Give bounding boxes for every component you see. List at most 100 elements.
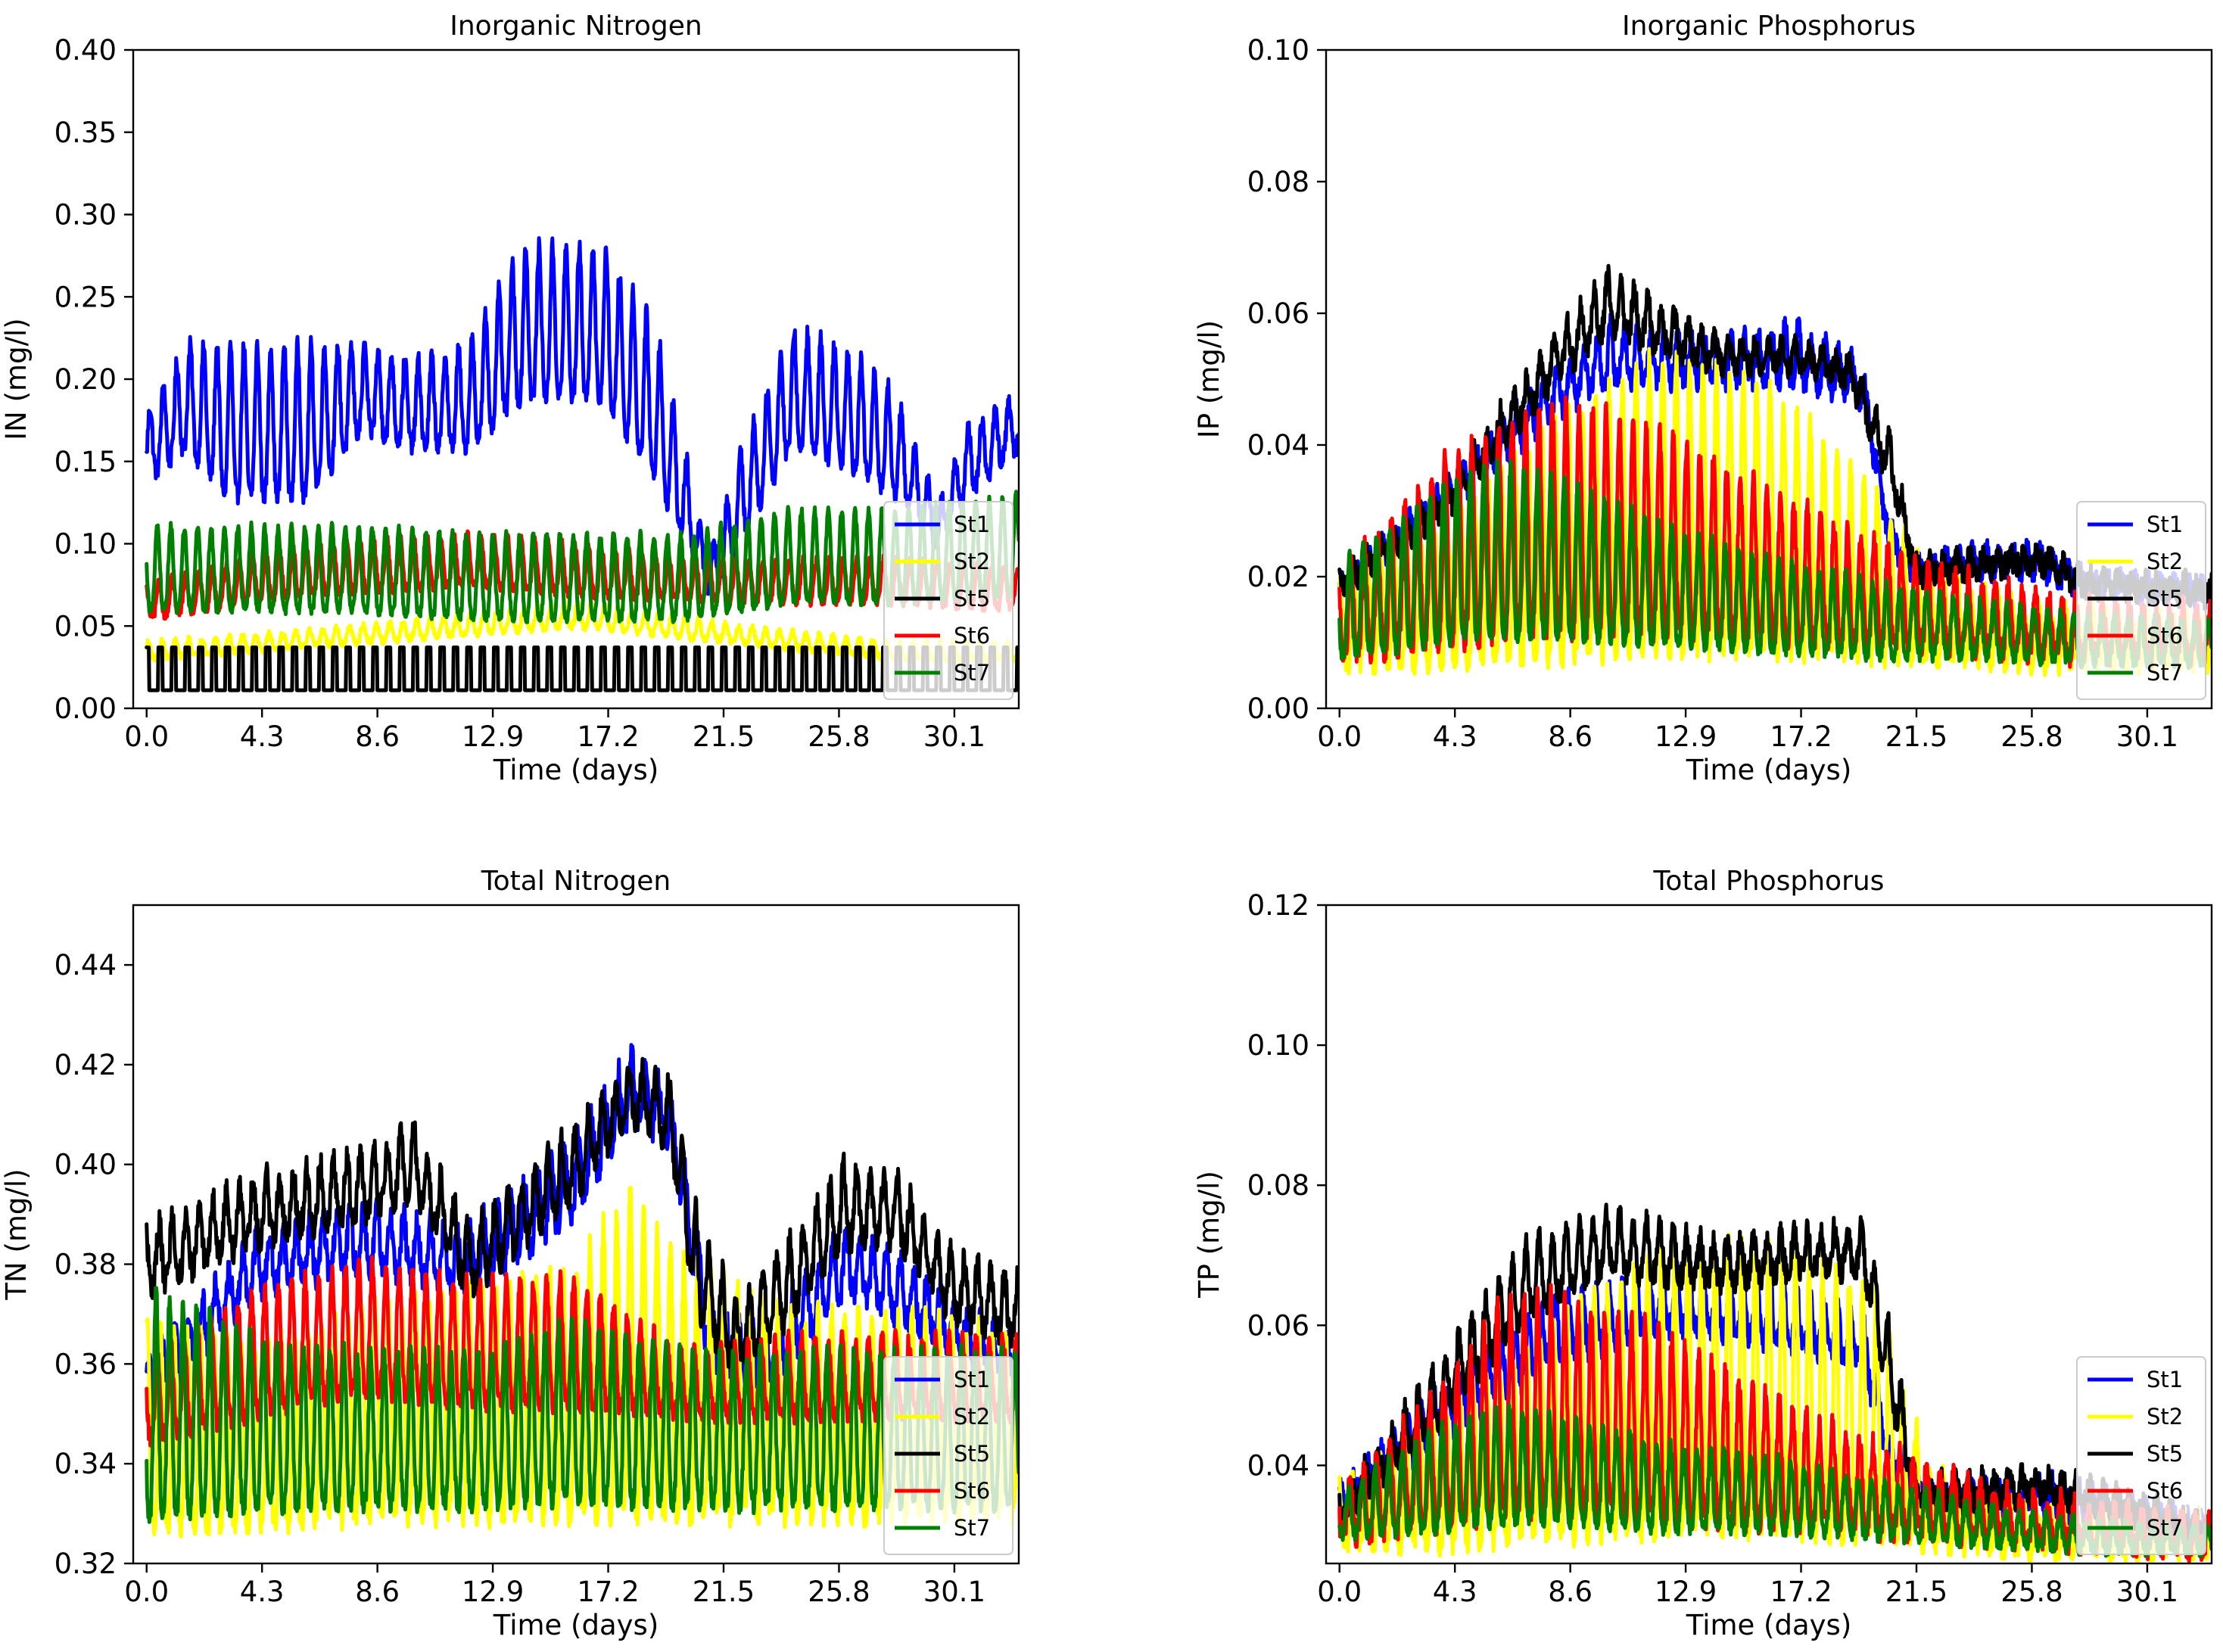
legend-label-st6: St6 <box>954 1478 990 1504</box>
chart-title: Total Phosphorus <box>1653 866 1885 897</box>
x-tick-label: 25.8 <box>808 720 870 753</box>
x-tick-label: 0.0 <box>124 1576 169 1608</box>
y-tick-label: 0.08 <box>1247 166 1309 198</box>
series-st7-line <box>1337 458 2212 670</box>
x-axis-label: Time (days) <box>493 1609 659 1641</box>
x-tick-label: 8.6 <box>355 1576 400 1608</box>
legend-label-st5: St5 <box>954 1441 990 1467</box>
y-axis-label: IN (mg/l) <box>0 318 33 440</box>
x-tick-label: 0.0 <box>1317 1576 1362 1608</box>
series-group <box>1337 263 2212 677</box>
legend-label-st2: St2 <box>2147 1404 2183 1430</box>
y-tick-label: 0.00 <box>1247 692 1309 725</box>
series-st1-line <box>145 236 1019 596</box>
legend-label-st1: St1 <box>954 512 990 537</box>
plot-frame <box>132 904 1020 1565</box>
legend-label-st5: St5 <box>954 586 990 611</box>
x-tick-label: 12.9 <box>462 1576 524 1608</box>
x-tick-label: 8.6 <box>1548 1576 1593 1608</box>
y-tick-label: 0.20 <box>54 363 117 396</box>
x-tick-label: 17.2 <box>1770 720 1832 753</box>
legend: St1 St2 St5 St6 St7 <box>2076 1356 2206 1555</box>
series-group <box>1337 1202 2212 1563</box>
x-tick-label: 21.5 <box>693 720 755 753</box>
series-st5-line <box>145 646 1019 692</box>
x-tick-label: 17.2 <box>577 1576 639 1608</box>
series-st2-line <box>145 598 1019 664</box>
legend-label-st2: St2 <box>954 549 990 574</box>
y-tick-label: 0.10 <box>1247 34 1309 67</box>
series-st1-line <box>145 1043 1019 1420</box>
y-axis-label: IP (mg/l) <box>1193 320 1225 438</box>
y-tick-label: 0.02 <box>1247 561 1309 593</box>
x-tick-label: 30.1 <box>923 1576 985 1608</box>
y-tick-label: 0.06 <box>1247 297 1309 330</box>
series-st7-line <box>145 1286 1019 1524</box>
panel-3: 0.0 4.3 8.6 12.9 17.2 21.5 25.8 30.1 0.32 0.34 0.3… <box>0 866 1020 1641</box>
x-tick-label: 12.9 <box>1655 1576 1717 1608</box>
legend-box <box>2076 1356 2206 1555</box>
series-group <box>145 1043 1019 1538</box>
x-tick-label: 4.3 <box>1433 720 1477 753</box>
y-tick-label: 0.44 <box>54 949 117 982</box>
x-tick-label: 4.3 <box>240 720 285 753</box>
series-st7-line <box>1337 1403 2212 1559</box>
x-tick-label: 30.1 <box>2116 1576 2178 1608</box>
y-axis-label: TN (mg/l) <box>0 1168 33 1300</box>
y-tick-label: 0.05 <box>54 610 117 642</box>
x-tick-label: 4.3 <box>240 1576 285 1608</box>
legend-label-st1: St1 <box>2147 1367 2183 1392</box>
y-tick-label: 0.30 <box>54 199 117 232</box>
y-tick-label: 0.10 <box>1247 1029 1309 1062</box>
legend-label-st6: St6 <box>2147 623 2183 649</box>
y-tick-label: 0.35 <box>54 117 117 149</box>
series-st5-line <box>1337 1202 2212 1545</box>
x-tick-label: 8.6 <box>1548 720 1593 753</box>
y-tick-label: 0.15 <box>54 446 117 478</box>
y-tick-label: 0.32 <box>54 1548 117 1580</box>
x-tick-label: 25.8 <box>808 1576 870 1608</box>
series-st5-line <box>145 1056 1019 1369</box>
y-tick-label: 0.25 <box>54 281 117 313</box>
legend-label-st2: St2 <box>2147 549 2183 574</box>
x-tick-label: 0.0 <box>124 720 169 753</box>
legend-label-st7: St7 <box>2147 1515 2183 1541</box>
legend-box <box>883 1356 1013 1555</box>
chart-title: Inorganic Nitrogen <box>450 11 702 42</box>
x-tick-label: 21.5 <box>1885 1576 1947 1608</box>
x-tick-label: 8.6 <box>355 720 400 753</box>
y-axis-label: TP (mg/l) <box>1193 1171 1225 1299</box>
legend-box <box>883 501 1013 700</box>
y-tick-label: 0.00 <box>54 692 117 725</box>
x-tick-label: 17.2 <box>1770 1576 1832 1608</box>
panel-2: 0.0 4.3 8.6 12.9 17.2 21.5 25.8 30.1 0.00 0.02 0.0… <box>1193 11 2213 786</box>
plot-frame <box>1325 904 2213 1565</box>
series-group <box>145 236 1019 692</box>
x-tick-label: 21.5 <box>693 1576 755 1608</box>
chart-title: Total Nitrogen <box>481 866 671 897</box>
y-tick-label: 0.40 <box>54 34 117 67</box>
x-tick-label: 12.9 <box>1655 720 1717 753</box>
x-tick-label: 0.0 <box>1317 720 1362 753</box>
legend-label-st6: St6 <box>2147 1478 2183 1504</box>
legend-label-st5: St5 <box>2147 1441 2183 1467</box>
y-tick-label: 0.40 <box>54 1149 117 1181</box>
legend: St1 St2 St5 St6 St7 <box>883 501 1013 700</box>
x-tick-label: 17.2 <box>577 720 639 753</box>
y-tick-label: 0.12 <box>1247 889 1309 922</box>
x-tick-label: 25.8 <box>2000 1576 2063 1608</box>
x-axis-label: Time (days) <box>1686 754 1852 786</box>
legend-label-st6: St6 <box>954 623 990 649</box>
y-tick-label: 0.38 <box>54 1249 117 1281</box>
legend: St1 St2 St5 St6 St7 <box>883 1356 1013 1555</box>
legend-label-st7: St7 <box>954 660 990 686</box>
y-tick-label: 0.42 <box>54 1049 117 1081</box>
x-tick-label: 30.1 <box>2116 720 2178 753</box>
x-axis-label: Time (days) <box>493 754 659 786</box>
legend-label-st2: St2 <box>954 1404 990 1430</box>
chart-title: Inorganic Phosphorus <box>1622 11 1916 42</box>
legend-label-st7: St7 <box>2147 660 2183 686</box>
legend: St1 St2 St5 St6 St7 <box>2076 501 2206 700</box>
y-tick-label: 0.34 <box>54 1448 117 1480</box>
